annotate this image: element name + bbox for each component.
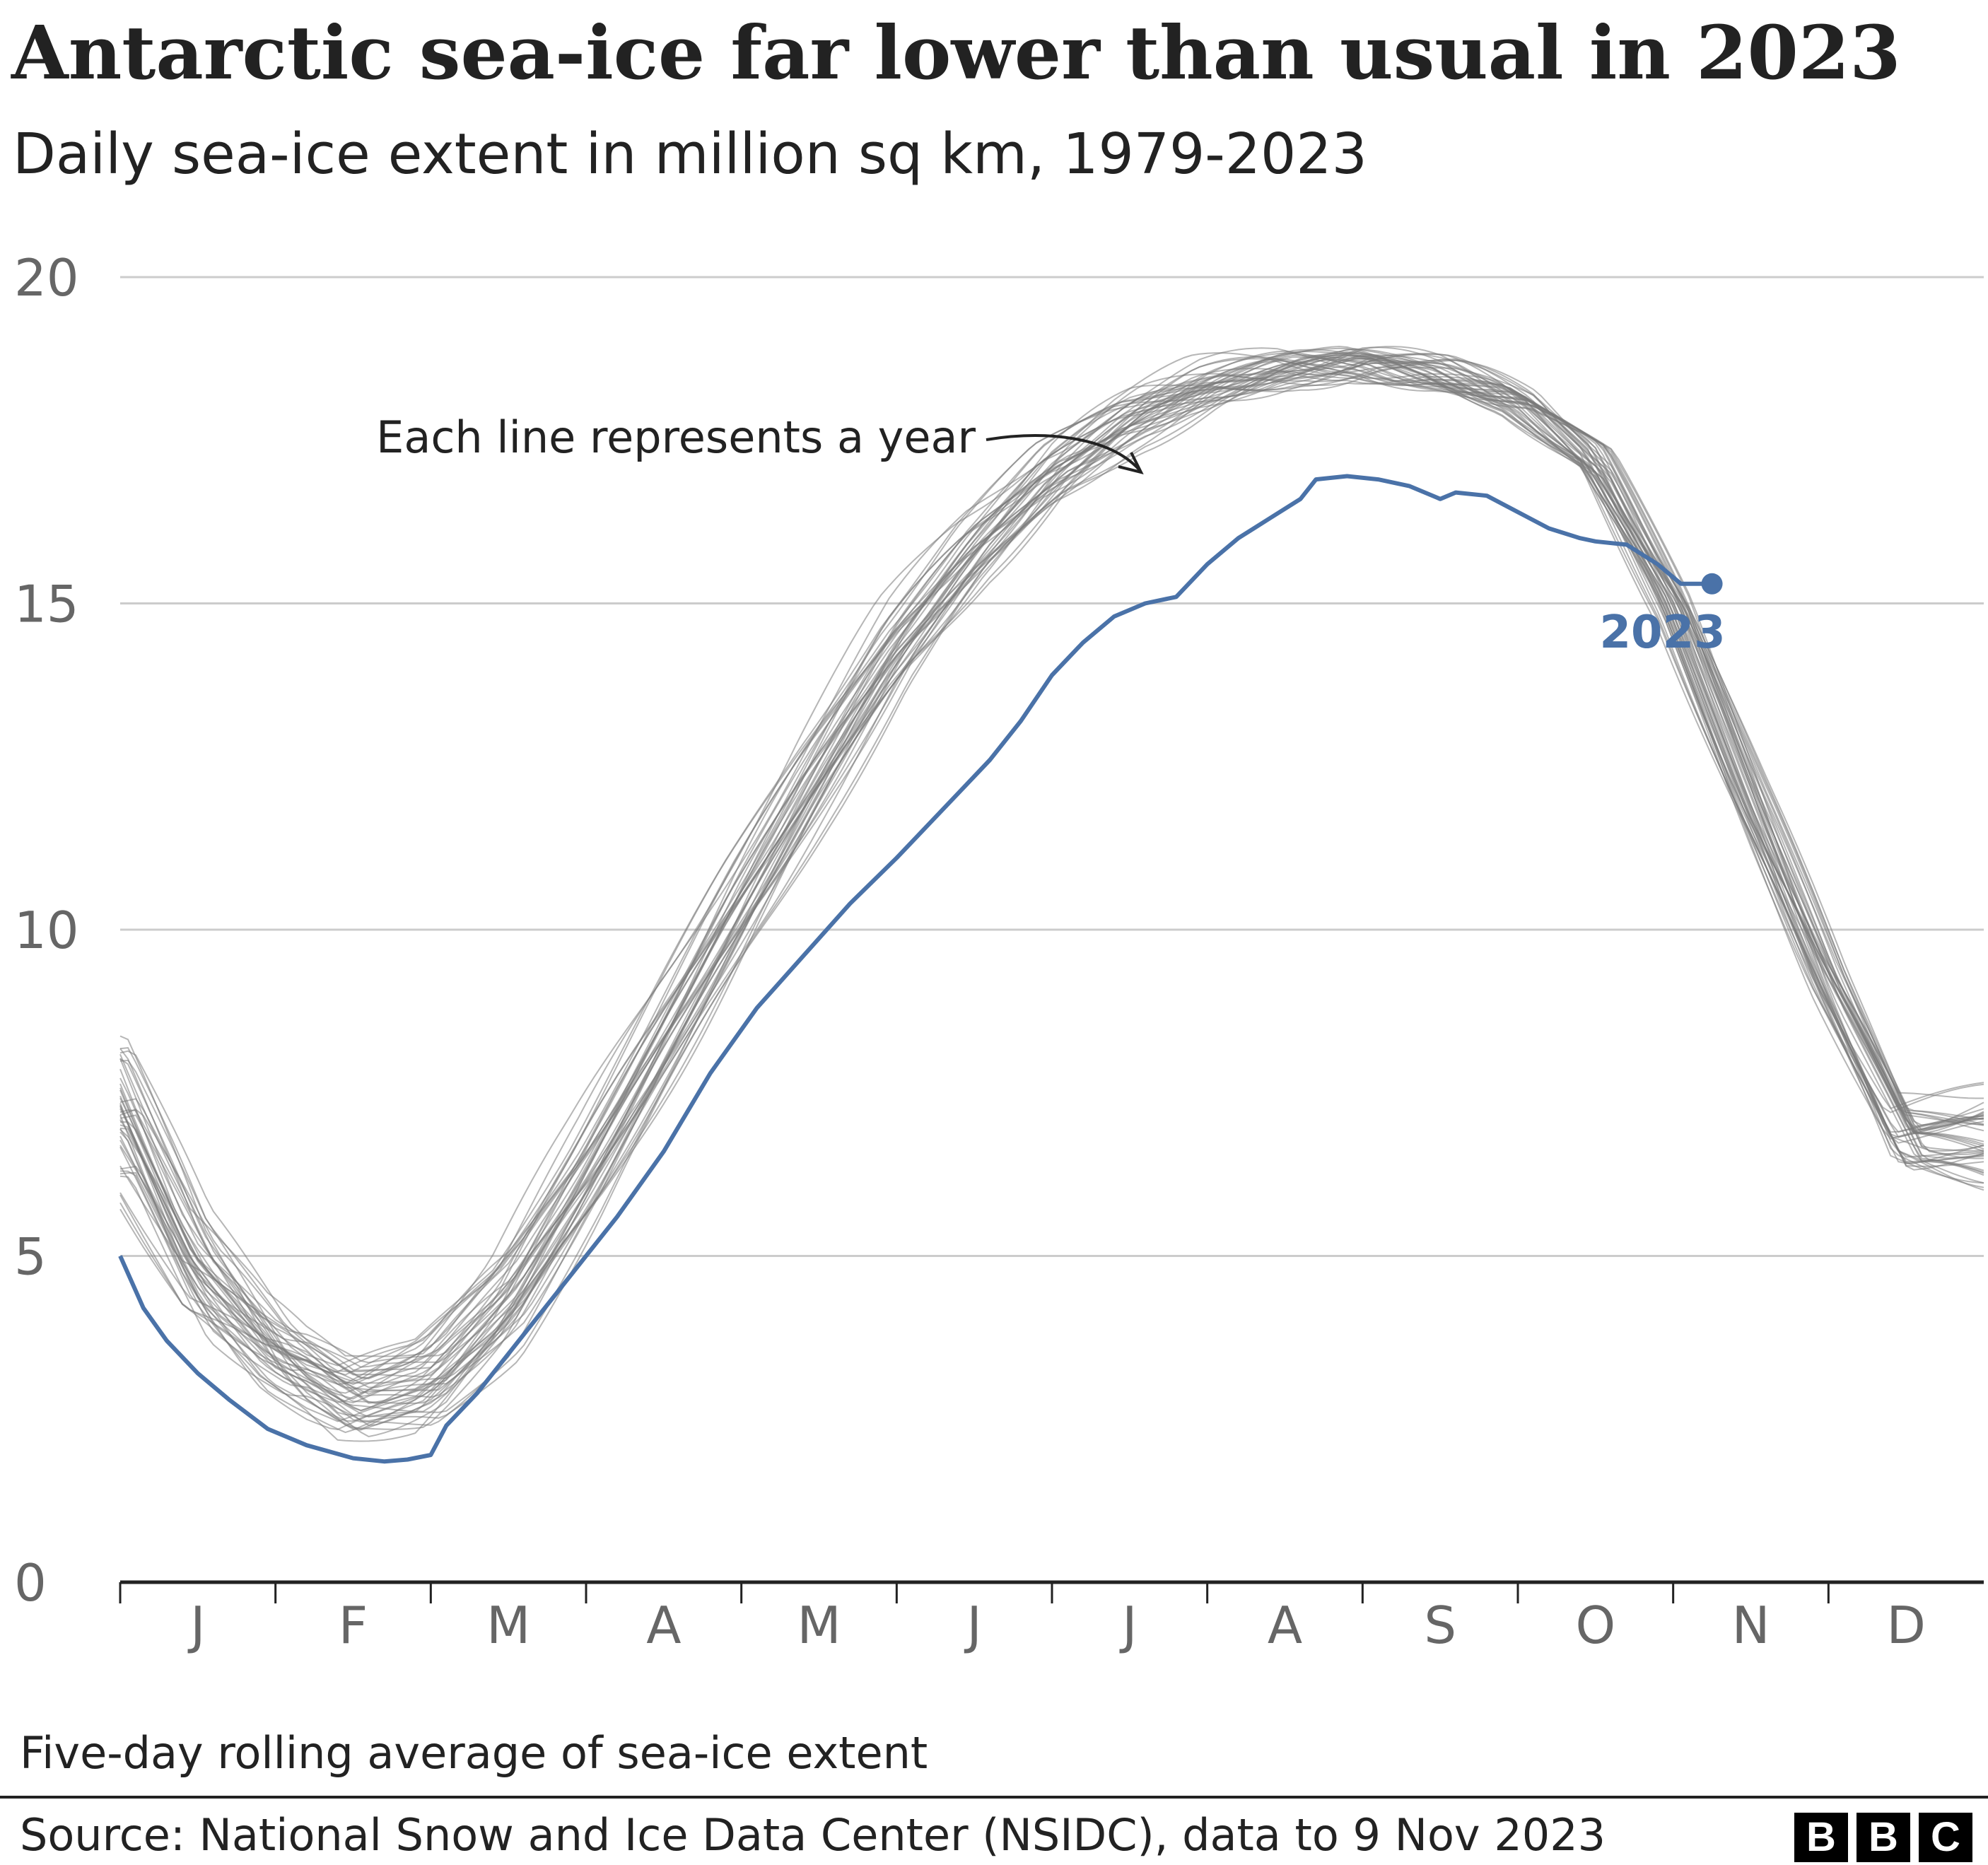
historical-year-line [119,375,1984,1442]
historical-year-line [119,361,1984,1411]
historical-year-line [119,359,1984,1427]
historical-year-line [119,368,1984,1417]
historical-year-line [119,352,1984,1372]
historical-year-line [119,352,1984,1394]
sea-ice-line-chart: 0 5 10 15 20 2023 J F M A M J J A S O N D Each line rep… [14,248,1984,1655]
x-tick-label: J [187,1596,205,1655]
historical-year-line [119,353,1984,1431]
x-tick-label: J [964,1596,982,1655]
annotation-text: Each line represents a year [376,411,976,463]
x-tick-label: M [486,1596,530,1655]
historical-year-line [119,358,1984,1384]
y-tick-label: 5 [14,1227,47,1287]
logo-letter: B [1794,1813,1848,1862]
historical-year-line [119,349,1984,1368]
y-tick-label: 10 [14,901,79,960]
series-line-2023 [118,474,1712,1464]
historical-year-line [119,355,1984,1422]
footer-divider [0,1796,1988,1799]
logo-letter: B [1857,1813,1910,1862]
historical-year-line [119,363,1984,1426]
x-tick-label: N [1732,1596,1770,1655]
historical-year-line [119,353,1984,1430]
historical-year-line [119,355,1984,1404]
y-tick-label: 0 [14,1553,47,1613]
highlight-series: 2023 [118,474,1726,1464]
historical-year-line [119,357,1984,1434]
historical-year-line [119,353,1984,1380]
y-tick-label: 20 [14,248,79,308]
x-tick-label: A [1268,1596,1302,1655]
x-tick-label: O [1575,1596,1615,1655]
x-tick-label: S [1424,1596,1456,1655]
historical-year-line [119,359,1984,1405]
historical-year-line [119,347,1984,1357]
series-end-marker [1701,573,1723,595]
source-text: Source: National Snow and Ice Data Cente… [20,1809,1606,1861]
historical-year-line [119,351,1984,1403]
historical-year-line [119,358,1984,1422]
chart-title: Antarctic sea-ice far lower than usual i… [11,9,1901,96]
annotation: Each line represents a year [376,411,1144,474]
historical-year-line [119,356,1984,1422]
historical-year-line [119,358,1984,1418]
logo-letter: C [1919,1813,1972,1862]
historical-year-line [119,352,1984,1395]
gridlines: 0 5 10 15 20 [14,248,1984,1613]
chart-note: Five-day rolling average of sea-ice exte… [20,1727,928,1779]
x-tick-label: D [1886,1596,1925,1655]
historical-year-line [119,358,1984,1413]
bbc-logo: B B C [1794,1813,1972,1862]
historical-year-line [119,366,1984,1404]
historical-year-line [119,352,1984,1412]
historical-year-line [119,360,1984,1404]
historical-year-line [119,356,1984,1393]
annotation-arrowhead [1118,452,1144,474]
historical-year-line [119,370,1984,1430]
historical-year-line [119,360,1984,1379]
chart-subtitle: Daily sea-ice extent in million sq km, 1… [13,122,1367,187]
series-end-label: 2023 [1600,607,1726,659]
historical-year-line [119,348,1984,1385]
historical-year-line [119,354,1984,1386]
historical-year-lines [119,346,1984,1442]
y-tick-label: 15 [14,575,79,634]
annotation-arrow [986,434,1141,472]
x-tick-label: J [1119,1596,1137,1655]
historical-year-line [119,354,1984,1398]
historical-year-line [119,362,1984,1431]
x-tick-label: M [797,1596,841,1655]
historical-year-line [119,356,1984,1391]
x-tick-label: F [339,1596,368,1655]
historical-year-line [119,358,1984,1438]
x-tick-label: A [646,1596,681,1655]
